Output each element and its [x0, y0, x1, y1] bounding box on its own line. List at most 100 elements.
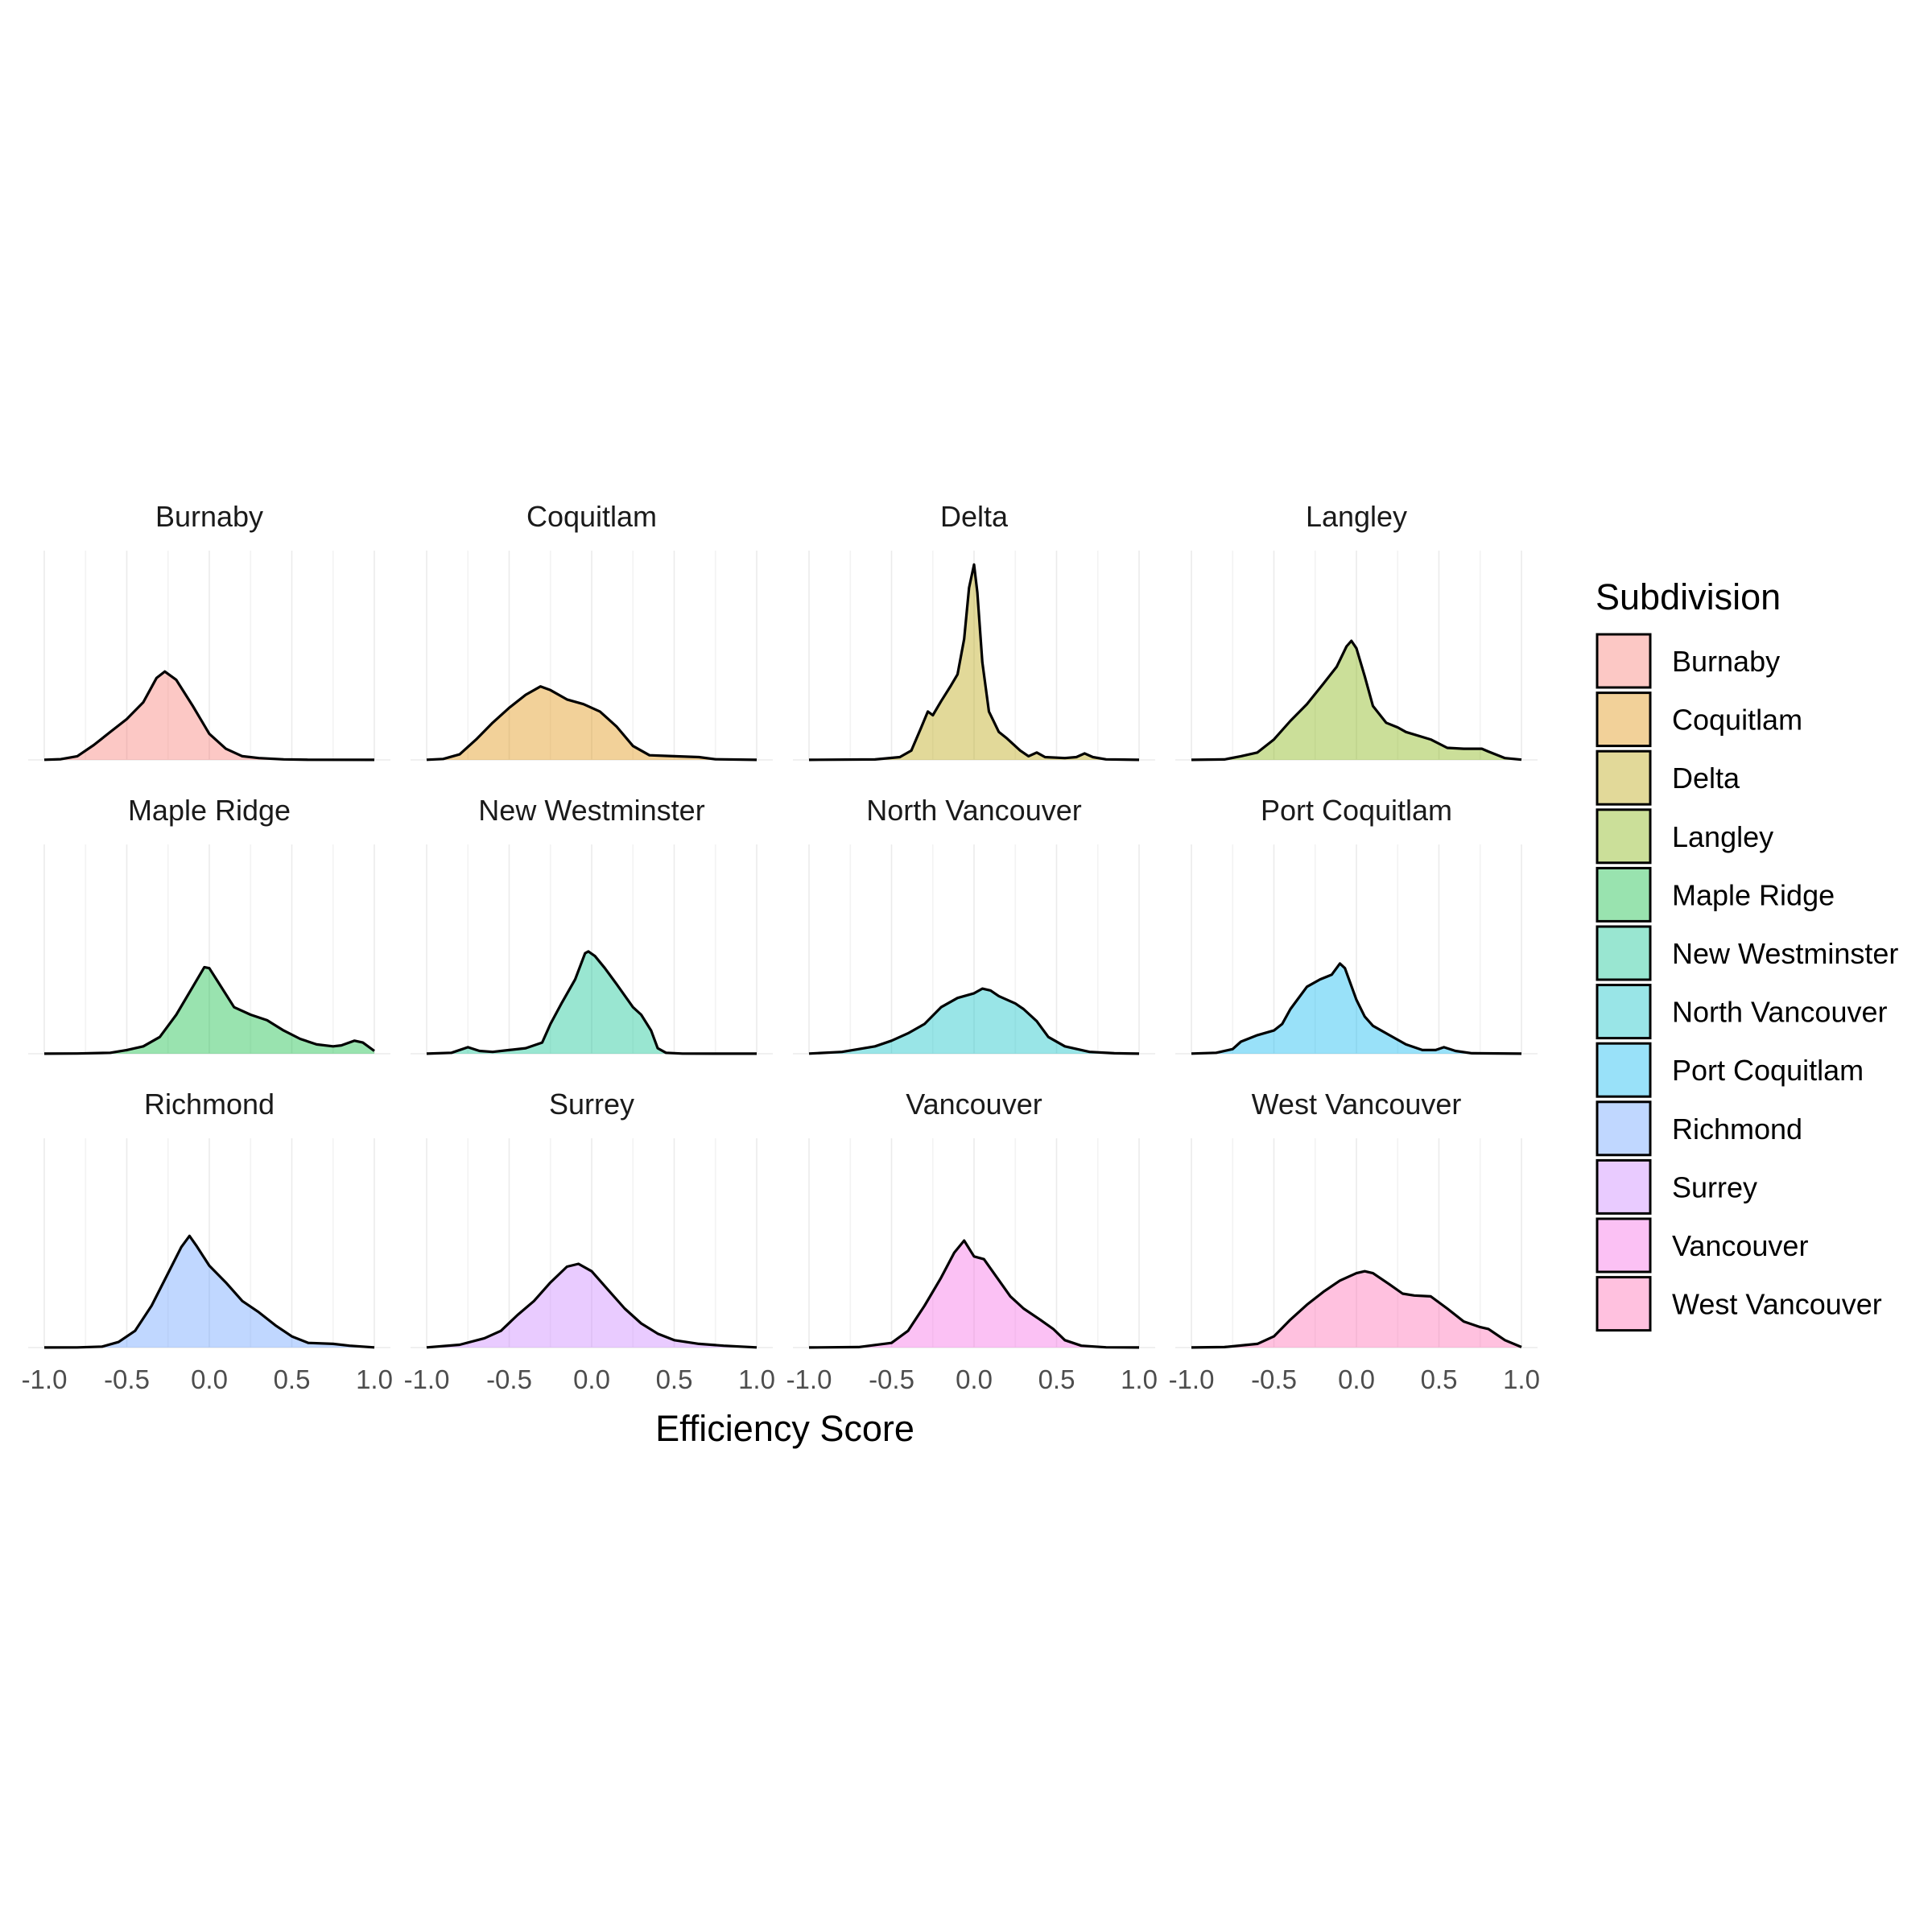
facet-strip-label: Langley: [1306, 500, 1407, 533]
facet-strip-label: Burnaby: [155, 500, 263, 533]
legend-label-richmond: Richmond: [1672, 1113, 1802, 1146]
x-axis-title: Efficiency Score: [655, 1408, 914, 1449]
density-area-richmond: [44, 1236, 374, 1348]
facet-west-vancouver: West Vancouver -1.0 -0.5 0.0 0.5 1.0: [1169, 1088, 1540, 1394]
x-tick-label: -0.5: [104, 1364, 150, 1394]
legend-label-burnaby: Burnaby: [1672, 645, 1780, 678]
x-tick-label: -1.0: [1169, 1364, 1215, 1394]
legend-label-maple-ridge: Maple Ridge: [1672, 878, 1835, 911]
x-tick-label: 0.5: [1421, 1364, 1458, 1394]
legend-label-surrey: Surrey: [1672, 1170, 1757, 1203]
facet-strip-label: Maple Ridge: [128, 794, 291, 827]
legend-key-bg: [1597, 634, 1650, 687]
density-area-maple-ridge: [44, 967, 374, 1054]
legend-label-coquitlam: Coquitlam: [1672, 704, 1802, 737]
legend-key-bg: [1597, 985, 1650, 1038]
x-tick-label: 0.0: [956, 1364, 993, 1394]
density-line-maple-ridge: [43, 965, 375, 1055]
legend-title: Subdivision: [1596, 576, 1781, 617]
facet-burnaby: Burnaby: [28, 500, 390, 762]
facet-delta: Delta: [793, 500, 1155, 762]
legend-key-north-vancouver: [1596, 984, 1652, 1040]
legend-key-bg: [1597, 927, 1650, 980]
density-line-north-vancouver: [808, 987, 1140, 1055]
x-tick-label: -1.0: [786, 1364, 832, 1394]
x-tick-label: 0.5: [656, 1364, 693, 1394]
density-area-vancouver: [809, 1241, 1139, 1348]
facet-north-vancouver: North Vancouver: [793, 794, 1155, 1055]
legend-key-new-westminster: [1596, 925, 1652, 981]
legend-key-bg: [1597, 692, 1650, 746]
facet-strip-label: Richmond: [144, 1088, 275, 1121]
density-line-port-coquitlam: [1191, 962, 1522, 1055]
x-tick-label: 0.0: [573, 1364, 610, 1394]
legend: Subdivision Burnaby Coquitlam Delta Langley M…: [1596, 576, 1898, 1332]
density-area-west-vancouver: [1191, 1271, 1521, 1348]
facet-strip-label: Port Coquitlam: [1261, 794, 1452, 827]
density-area-delta: [809, 564, 1139, 760]
density-line-new-westminster: [426, 950, 758, 1055]
density-line-richmond: [43, 1234, 375, 1349]
facet-new-westminster: New Westminster: [411, 794, 773, 1055]
legend-label-west-vancouver: West Vancouver: [1672, 1288, 1882, 1321]
legend-key-delta: [1596, 749, 1652, 806]
legend-key-bg: [1597, 868, 1650, 922]
x-tick-label: 1.0: [356, 1364, 393, 1394]
density-area-langley: [1191, 641, 1521, 760]
legend-key-bg: [1597, 1219, 1650, 1272]
facet-strip-label: Vancouver: [906, 1088, 1042, 1121]
x-tick-label: 0.0: [191, 1364, 228, 1394]
density-area-surrey: [427, 1264, 757, 1348]
legend-key-vancouver: [1596, 1217, 1652, 1274]
facet-coquitlam: Coquitlam: [411, 500, 773, 762]
facet-strip-label: Coquitlam: [526, 500, 657, 533]
density-line-vancouver: [808, 1239, 1140, 1349]
x-tick-label: 0.5: [1038, 1364, 1075, 1394]
facet-vancouver: Vancouver -1.0 -0.5 0.0 0.5 1.0: [786, 1088, 1158, 1394]
x-tick-label: 0.5: [274, 1364, 311, 1394]
legend-key-west-vancouver: [1596, 1276, 1652, 1332]
legend-key-richmond: [1596, 1100, 1652, 1157]
legend-key-bg: [1597, 751, 1650, 805]
x-tick-label: 0.0: [1338, 1364, 1375, 1394]
legend-label-port-coquitlam: Port Coquitlam: [1672, 1054, 1864, 1087]
legend-key-bg: [1597, 1101, 1650, 1155]
legend-key-bg: [1597, 1160, 1650, 1214]
density-line-burnaby: [43, 670, 375, 762]
facet-port-coquitlam: Port Coquitlam: [1175, 794, 1538, 1055]
density-area-coquitlam: [427, 686, 757, 760]
density-line-west-vancouver: [1191, 1269, 1522, 1349]
density-line-surrey: [426, 1262, 758, 1349]
facet-richmond: Richmond -1.0 -0.5 0.0 0.5 1.0: [22, 1088, 393, 1394]
legend-key-coquitlam: [1596, 691, 1652, 748]
density-line-delta: [808, 563, 1140, 762]
legend-key-port-coquitlam: [1596, 1042, 1652, 1098]
legend-label-new-westminster: New Westminster: [1672, 937, 1898, 970]
density-area-new-westminster: [427, 951, 757, 1054]
legend-label-north-vancouver: North Vancouver: [1672, 996, 1887, 1029]
facet-strip-label: Surrey: [549, 1088, 634, 1121]
facet-surrey: Surrey -1.0 -0.5 0.0 0.5 1.0: [404, 1088, 775, 1394]
x-tick-label: -0.5: [1251, 1364, 1297, 1394]
density-area-burnaby: [44, 671, 374, 760]
facet-strip-label: West Vancouver: [1252, 1088, 1462, 1121]
facet-strip-label: New Westminster: [478, 794, 704, 827]
legend-key-bg: [1597, 809, 1650, 863]
x-tick-label: -0.5: [486, 1364, 532, 1394]
legend-label-langley: Langley: [1672, 820, 1773, 853]
legend-key-surrey: [1596, 1158, 1652, 1215]
x-tick-label: -0.5: [869, 1364, 914, 1394]
density-line-coquitlam: [426, 685, 758, 762]
legend-key-bg: [1597, 1043, 1650, 1097]
x-tick-label: 1.0: [738, 1364, 775, 1394]
legend-key-bg: [1597, 1277, 1650, 1331]
density-line-langley: [1191, 639, 1522, 762]
x-tick-label: -1.0: [404, 1364, 450, 1394]
legend-key-maple-ridge: [1596, 866, 1652, 923]
x-tick-label: -1.0: [22, 1364, 68, 1394]
legend-label-delta: Delta: [1672, 762, 1740, 795]
legend-label-vancouver: Vancouver: [1672, 1229, 1808, 1262]
x-tick-label: 1.0: [1503, 1364, 1540, 1394]
legend-key-burnaby: [1596, 633, 1652, 689]
